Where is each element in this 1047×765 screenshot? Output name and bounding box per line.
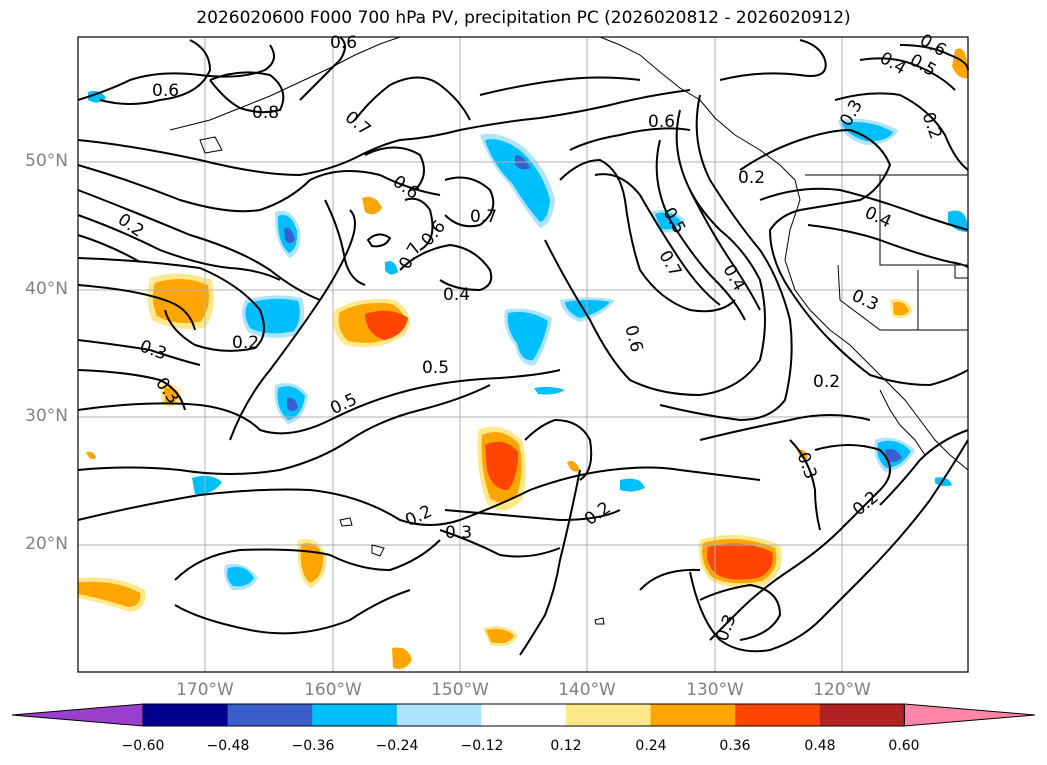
- contour-label: 0.7: [470, 207, 497, 227]
- colorbar-tick-label: −0.36: [291, 738, 335, 754]
- colorbar-segment: [312, 704, 398, 726]
- colorbar-segment: [143, 704, 229, 726]
- map-frame: [77, 36, 969, 673]
- contour-label: 0.4: [861, 203, 894, 233]
- precip-shading: [78, 48, 968, 669]
- colorbar-tick-label: −0.48: [206, 738, 250, 754]
- contour-label: 0.7: [395, 239, 426, 272]
- contour-label: 0.5: [327, 389, 360, 419]
- colorbar: [11, 703, 1036, 727]
- contour-label: 0.8: [252, 103, 279, 123]
- colorbar-tick-label: −0.24: [375, 738, 419, 754]
- contour-label: 0.2: [738, 168, 765, 188]
- contour-label: 0.2: [813, 372, 840, 392]
- coastlines: [169, 36, 969, 625]
- colorbar-extend-max: [903, 703, 1036, 727]
- pv-contours: [77, 36, 969, 656]
- contour-label: 0.7: [654, 247, 685, 280]
- lat-label: 50°N: [25, 151, 68, 171]
- colorbar-tick-label: 0.24: [635, 738, 667, 754]
- colorbar-tick-label: 0.60: [888, 738, 920, 754]
- colorbar-segment: [819, 704, 905, 726]
- graticule: [78, 37, 968, 672]
- contour-label: 0.3: [137, 336, 169, 364]
- colorbar-tick-label: −0.60: [121, 738, 165, 754]
- contour-label: 0.3: [793, 450, 821, 482]
- contour-label: 0.5: [422, 358, 449, 378]
- lon-label: 160°W: [304, 680, 362, 700]
- lon-label: 170°W: [176, 680, 234, 700]
- lon-label: 140°W: [558, 680, 616, 700]
- colorbar-extend-min: [11, 703, 144, 727]
- contour-label: 0.4: [443, 285, 470, 305]
- colorbar-segment: [481, 704, 567, 726]
- lon-label: 150°W: [431, 680, 489, 700]
- lat-label: 20°N: [25, 534, 68, 554]
- colorbar-segment: [227, 704, 313, 726]
- colorbar-tick-label: 0.12: [550, 738, 582, 754]
- colorbar-segment: [650, 704, 736, 726]
- lat-label: 30°N: [25, 406, 68, 426]
- contour-label: 0.3: [445, 523, 472, 543]
- colorbar-frame: [142, 703, 905, 727]
- lat-label: 40°N: [25, 279, 68, 299]
- contour-label: 0.7: [341, 107, 375, 140]
- colorbar-tick-label: 0.48: [804, 738, 836, 754]
- lon-label: 130°W: [686, 680, 744, 700]
- lon-label: 120°W: [813, 680, 871, 700]
- contour-label: 0.2: [581, 498, 615, 530]
- colorbar-segment: [396, 704, 482, 726]
- contour-label: 0.6: [152, 81, 179, 101]
- contour-label: 0.4: [876, 48, 909, 79]
- contour-label: 0.2: [232, 333, 259, 353]
- contour-label: 0.6: [330, 33, 357, 53]
- contour-label: 0.2: [918, 110, 946, 142]
- map-title: 2026020600 F000 700 hPa PV, precipitatio…: [196, 8, 851, 28]
- contour-label: 0.6: [620, 323, 646, 354]
- contour-label: 0.3: [712, 612, 740, 644]
- colorbar-segment: [735, 704, 821, 726]
- contour-label: 0.2: [402, 501, 435, 531]
- colorbar-tick-label: 0.36: [719, 738, 751, 754]
- colorbar-tick-label: −0.12: [460, 738, 504, 754]
- contour-label: 0.6: [648, 112, 675, 132]
- colorbar-segment: [566, 704, 652, 726]
